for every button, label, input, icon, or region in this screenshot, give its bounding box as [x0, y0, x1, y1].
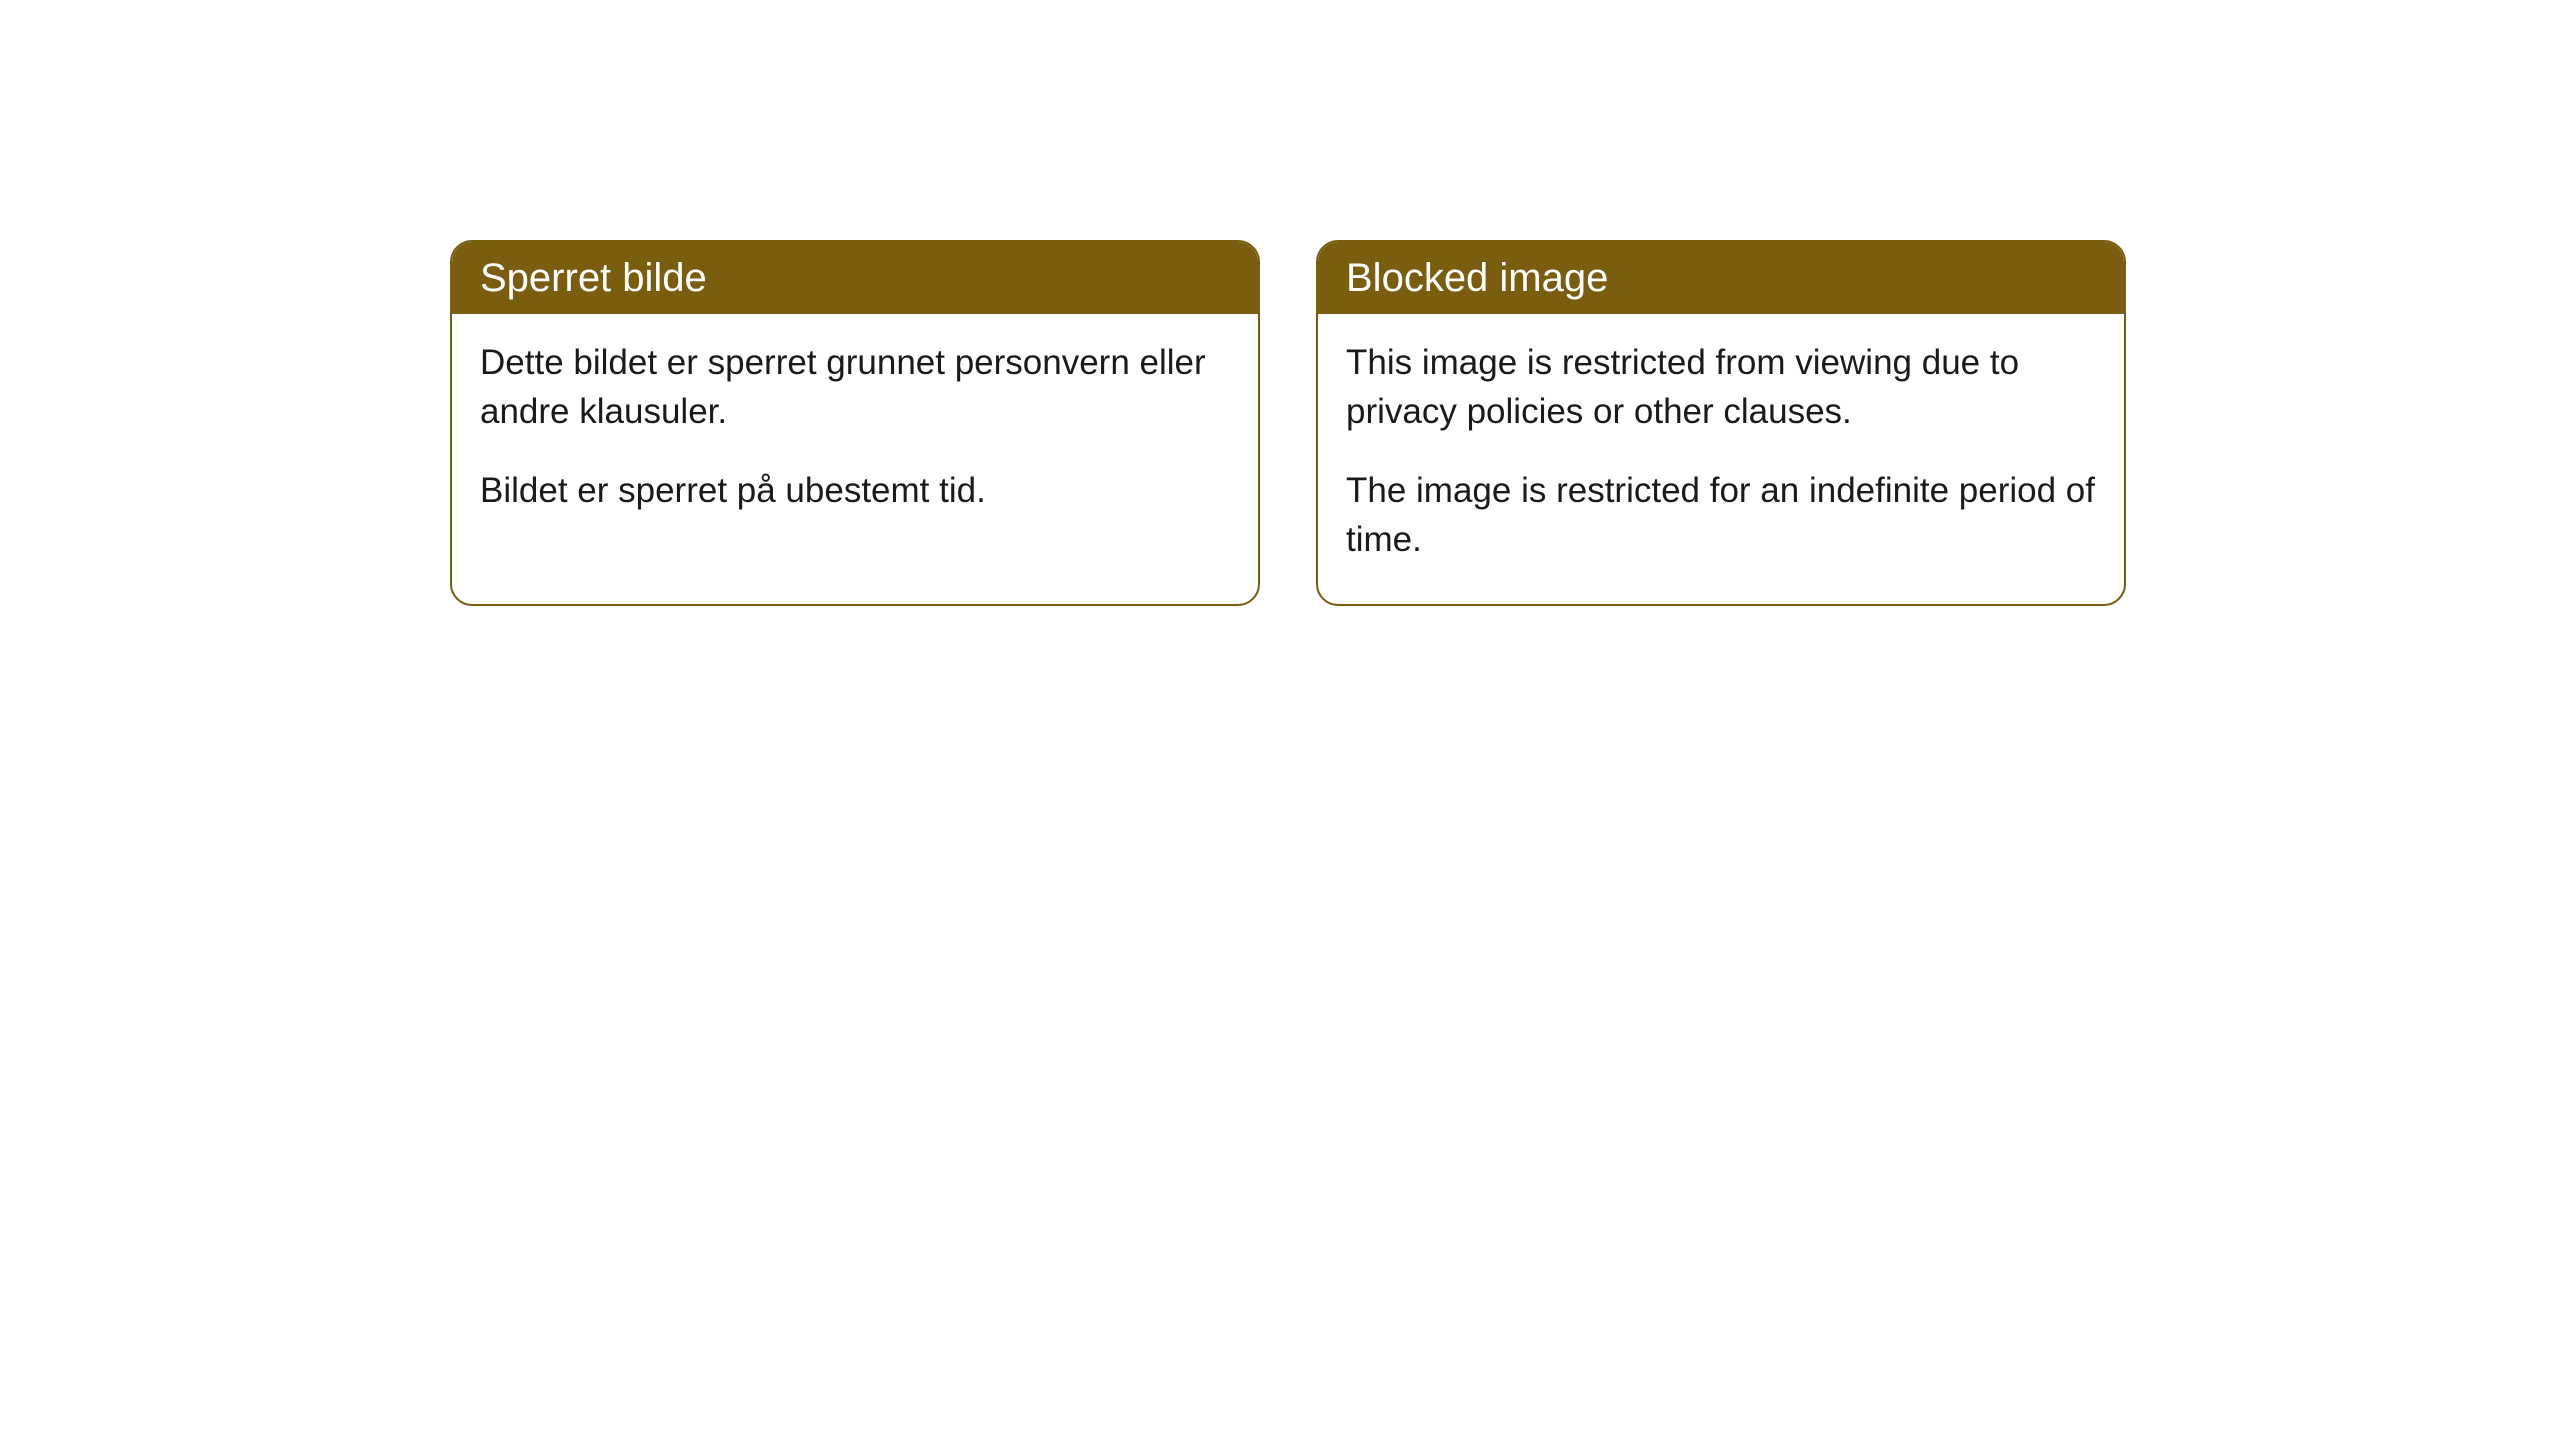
card-header-norwegian: Sperret bilde	[452, 242, 1258, 314]
blocked-image-card-english: Blocked image This image is restricted f…	[1316, 240, 2126, 606]
card-body-english: This image is restricted from viewing du…	[1318, 314, 2124, 604]
card-paragraph: Bildet er sperret på ubestemt tid.	[480, 466, 1230, 515]
notice-cards-container: Sperret bilde Dette bildet er sperret gr…	[450, 240, 2560, 606]
blocked-image-card-norwegian: Sperret bilde Dette bildet er sperret gr…	[450, 240, 1260, 606]
card-paragraph: The image is restricted for an indefinit…	[1346, 466, 2096, 564]
card-paragraph: Dette bildet er sperret grunnet personve…	[480, 338, 1230, 436]
card-header-english: Blocked image	[1318, 242, 2124, 314]
card-paragraph: This image is restricted from viewing du…	[1346, 338, 2096, 436]
card-body-norwegian: Dette bildet er sperret grunnet personve…	[452, 314, 1258, 555]
